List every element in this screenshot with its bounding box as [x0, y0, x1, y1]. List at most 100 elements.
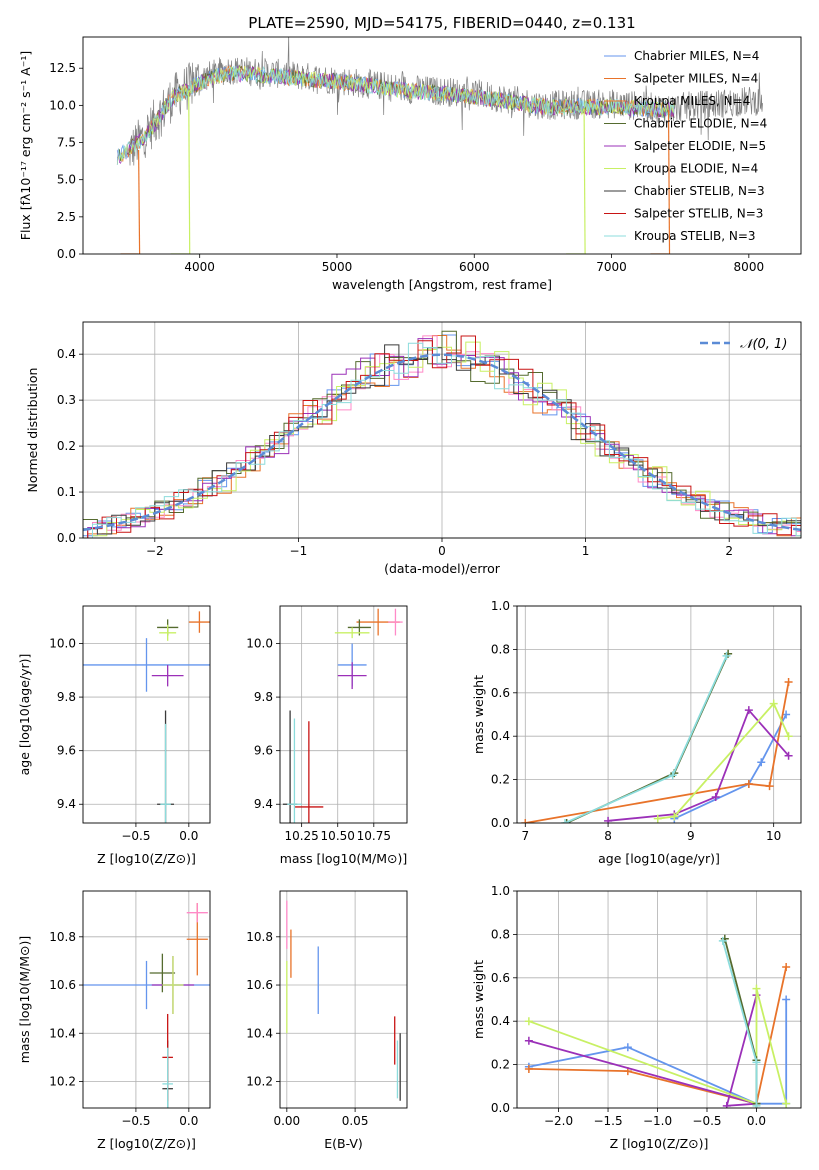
x-tick-label: −2 [146, 544, 164, 558]
weight-line [528, 966, 788, 1105]
x-tick-label: −0.5 [692, 1114, 721, 1128]
errorbar-point [149, 953, 176, 993]
weight-marker [562, 819, 571, 823]
x-tick-label: 8000 [734, 260, 765, 274]
y-tick-label: 0.6 [491, 686, 510, 700]
y-tick-label: 10.6 [246, 978, 273, 992]
axes-grid [83, 606, 210, 823]
x-tick-label: 5000 [322, 260, 353, 274]
weight-marker [521, 819, 530, 823]
y-axis-label: mass [log10(M/M⊙)] [17, 936, 32, 1064]
weight-marker [765, 782, 774, 791]
figure-title: PLATE=2590, MJD=54175, FIBERID=0440, z=0… [248, 14, 635, 32]
y-tick-label: 0.6 [491, 971, 510, 985]
errorbar-point [287, 718, 302, 823]
weight-marker [769, 699, 778, 708]
panel-age-vs-mass: 10.25 10.50 10.75 9.4 9.6 9.8 10.0 mass [log10(… [246, 605, 408, 866]
weight-marker [524, 1017, 533, 1026]
axes-frame [279, 605, 408, 824]
weight-marker [757, 758, 766, 767]
y-tick-label: 9.8 [57, 690, 76, 704]
errorbar-point [334, 627, 370, 639]
x-tick-label: −2.0 [544, 1114, 573, 1128]
x-axis-label: age [log10(age/yr)] [598, 851, 720, 866]
spectrum-lines [116, 37, 763, 254]
y-tick-label: 9.8 [254, 690, 273, 704]
y-tick-label: 0.2 [57, 439, 76, 453]
y-tick-label: 0.8 [491, 927, 510, 941]
plot-area [524, 934, 791, 1108]
x-tick-label: 7 [521, 829, 529, 843]
model-spectrum-line [116, 65, 675, 166]
weight-marker [670, 812, 679, 821]
weight-marker [784, 732, 793, 741]
weight-marker [752, 984, 761, 993]
plot-area [286, 900, 401, 1101]
weight-marker [623, 1043, 632, 1052]
x-axis-label: E(B-V) [324, 1136, 363, 1151]
panel-mass-vs-Z: −0.5 0.0 10.2 10.4 10.6 10.8 Z [log10(Z/Z⊙)] ma… [17, 890, 211, 1151]
y-tick-label: 10.4 [49, 1026, 76, 1040]
x-tick-label: 9 [687, 829, 695, 843]
x-axis-label: Z [log10(Z/Z⊙)] [97, 1136, 196, 1151]
x-axis-label: Z [log10(Z/Z⊙)] [610, 1136, 709, 1151]
y-tick-label: 10.8 [246, 930, 273, 944]
y-tick-label: 1.0 [491, 884, 510, 898]
y-tick-label: 9.4 [254, 797, 273, 811]
x-tick-label: −0.5 [121, 1114, 150, 1128]
errorbar-point [186, 903, 208, 923]
y-tick-label: 5.0 [57, 173, 76, 187]
x-axis-label: wavelength [Angstrom, rest frame] [332, 277, 552, 292]
y-tick-label: 0.4 [491, 1014, 510, 1028]
weight-marker [782, 962, 791, 971]
y-axis-label: mass weight [471, 675, 486, 754]
axes-grid [517, 605, 801, 824]
y-tick-label: 0.1 [57, 485, 76, 499]
histogram-series-7 [87, 335, 801, 538]
y-tick-label: 2.5 [57, 210, 76, 224]
x-axis-label: Z [log10(Z/Z⊙)] [97, 851, 196, 866]
panel-residual-hist: −2 −1 0 1 2 0.0 0.1 0.2 0.3 0.4 (data-model)/error… [25, 321, 802, 576]
weight-marker [711, 792, 720, 801]
weight-line [721, 940, 758, 1106]
x-tick-label: 4000 [184, 260, 215, 274]
x-tick-label: −1.0 [643, 1114, 672, 1128]
y-tick-label: 10.6 [49, 978, 76, 992]
errorbar-point [294, 721, 324, 823]
histogram-series-2 [91, 335, 801, 538]
y-tick-label: 0.2 [491, 1058, 510, 1072]
y-tick-label: 1.0 [491, 599, 510, 613]
weight-marker [752, 1058, 761, 1067]
weight-line [564, 655, 728, 823]
errorbar-point [188, 611, 210, 633]
plot-area [521, 649, 793, 823]
axes-grid [280, 891, 407, 1108]
dropout-line [583, 108, 586, 254]
x-axis-label: mass [log10(M/M⊙)] [280, 851, 408, 866]
legend-label: Salpeter STELIB, N=3 [634, 207, 763, 221]
y-tick-label: 0.0 [491, 816, 510, 830]
normal-pdf-line [83, 353, 801, 532]
legend-label: 𝒩(0, 1) [740, 337, 787, 352]
dropout-line [188, 90, 191, 254]
x-tick-label: 10.50 [321, 829, 355, 843]
errorbar-point [162, 956, 184, 1014]
x-tick-label: 8 [604, 829, 612, 843]
weight-marker [722, 1101, 731, 1108]
x-tick-label: 10 [766, 829, 781, 843]
panel-mass-vs-ebv: 0.00 0.05 10.2 10.4 10.6 10.8 E(B-V) [246, 890, 408, 1151]
weight-marker [782, 1099, 791, 1108]
weight-marker [752, 1101, 761, 1108]
weight-marker [604, 816, 613, 823]
x-tick-label: 10.75 [357, 829, 391, 843]
x-tick-label: 0 [438, 544, 446, 558]
dropout-line [667, 109, 671, 254]
legend-label: Kroupa ELODIE, N=4 [634, 162, 758, 176]
plot-area [83, 903, 210, 1108]
panel-age-vs-Z: −0.5 0.0 9.4 9.6 9.8 10.0 Z [log10(Z/Z⊙)] age [… [17, 605, 211, 866]
axes-grid [280, 606, 407, 823]
y-tick-label: 9.6 [57, 744, 76, 758]
errorbar-point [160, 723, 171, 823]
y-tick-label: 0.0 [57, 531, 76, 545]
legend-label: Salpeter MILES, N=4 [634, 72, 758, 86]
